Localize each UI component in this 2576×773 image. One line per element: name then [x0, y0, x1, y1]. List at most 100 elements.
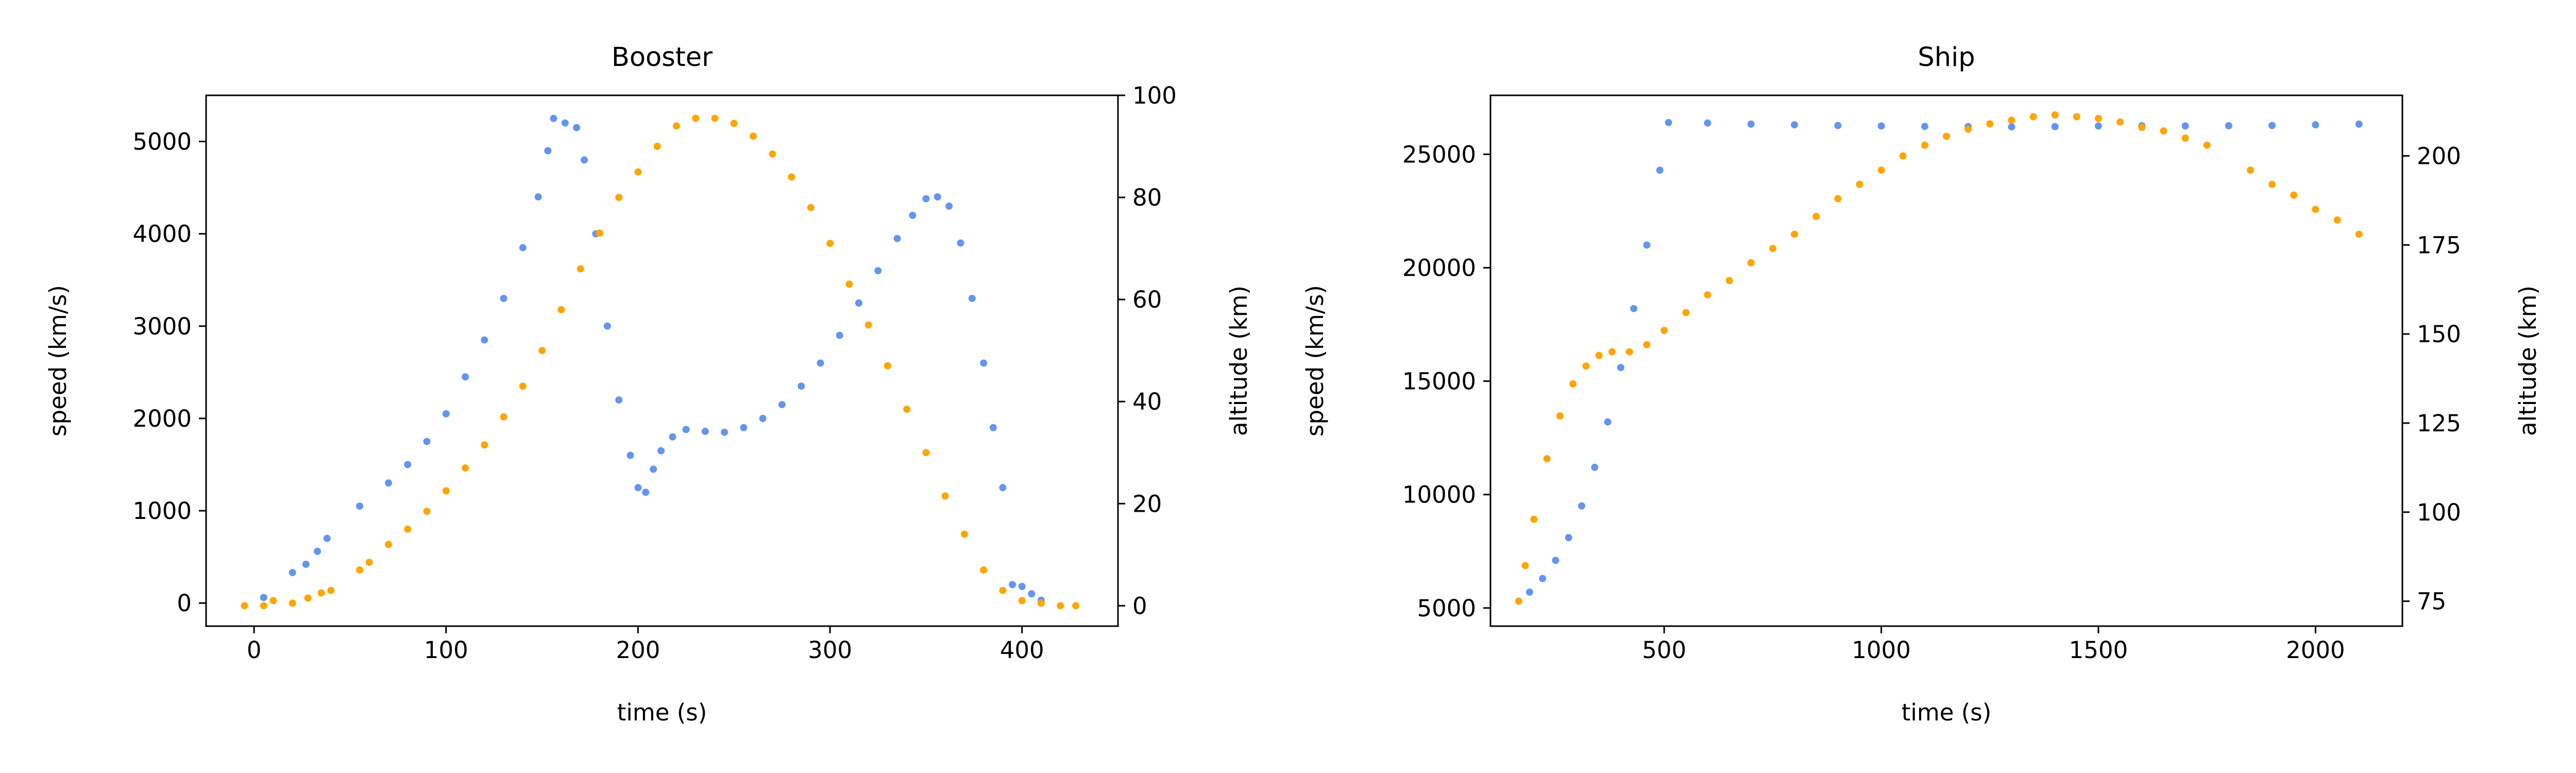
booster-altitude-point: [557, 306, 565, 313]
ship-speed-point: [1656, 166, 1664, 174]
ship-speed-point: [1630, 305, 1638, 312]
booster-altitude-point: [500, 413, 507, 421]
ship-altitude-point: [1725, 277, 1733, 284]
booster-y2tick-label: 20: [1132, 490, 1162, 517]
ship-altitude-point: [1769, 245, 1776, 253]
ship-speed-point: [1617, 364, 1624, 372]
booster-altitude-point: [289, 599, 296, 607]
ship-points: [1515, 111, 2363, 605]
booster-altitude-point: [1057, 602, 1064, 610]
booster-speed-point: [682, 426, 690, 433]
ship-speed-point: [1791, 121, 1798, 129]
booster-speed-point: [423, 438, 431, 445]
booster-altitude-point: [999, 586, 1007, 594]
booster-speed-point: [302, 561, 310, 568]
booster-y2tick-label: 80: [1132, 184, 1162, 211]
ship-altitude-point: [2268, 180, 2276, 188]
ship-altitude-point: [1643, 341, 1651, 348]
ship-altitude-point: [1556, 412, 1564, 420]
ship-altitude-point: [1877, 166, 1885, 174]
booster-altitude-point: [596, 229, 603, 237]
booster-altitude-point: [365, 559, 373, 566]
ship-speed-point: [1643, 241, 1651, 249]
ship-altitude-point: [2355, 230, 2363, 238]
booster-ytick-label: 4000: [132, 221, 192, 248]
ship-altitude-point: [2138, 124, 2146, 131]
booster-altitude-point: [462, 464, 469, 472]
booster-altitude-point: [769, 150, 776, 158]
ship-speed-point: [2355, 120, 2363, 128]
booster-speed-point: [573, 124, 581, 131]
booster-xtick-label: 0: [247, 636, 262, 664]
booster-speed-point: [289, 569, 296, 577]
booster-altitude-point: [481, 441, 488, 449]
booster-speed-point: [603, 322, 611, 330]
booster-speed-point: [855, 299, 862, 307]
booster-speed-point: [1018, 583, 1026, 590]
booster-altitude-point: [692, 114, 700, 122]
booster-speed-point: [968, 295, 976, 303]
booster-xtick-label: 200: [616, 636, 660, 664]
booster-altitude-point: [327, 586, 335, 594]
booster-speed-point: [701, 428, 709, 435]
booster-xtick-label: 400: [1000, 636, 1044, 664]
ship-altitude-point: [2073, 113, 2080, 121]
booster-speed-point: [615, 396, 623, 404]
booster-speed-point: [581, 156, 588, 164]
booster-speed-point: [909, 211, 917, 219]
booster-altitude-point: [672, 122, 680, 130]
ship-altitude-point: [1515, 597, 1522, 605]
ship-altitude-point: [1747, 259, 1755, 266]
ship-speed-point: [1834, 122, 1842, 129]
ship-y2tick-label: 150: [2417, 321, 2461, 348]
ship-altitude-point: [2181, 135, 2189, 142]
ship-time-ticks: 500 1000 1500 2000: [1642, 626, 2345, 664]
booster-speed-point: [778, 401, 786, 409]
booster-speed-point: [874, 267, 882, 275]
ship-speed-point: [1591, 463, 1599, 471]
booster-speed-point: [626, 451, 634, 459]
booster-y2tick-label: 40: [1132, 388, 1162, 415]
booster-speed-point: [650, 465, 657, 473]
booster-altitude-point: [442, 487, 450, 495]
booster-altitude-point: [750, 132, 757, 140]
ship-altitude-point: [1986, 120, 1994, 128]
booster-speed-point: [314, 547, 321, 555]
booster-altitude-point: [538, 347, 546, 355]
booster-altitude-point: [865, 321, 872, 329]
booster-speed-point: [945, 203, 953, 210]
booster-speed-point: [798, 382, 805, 390]
ship-speed-point: [1747, 120, 1755, 128]
booster-ylabel: speed (km/s): [44, 285, 72, 436]
booster-speed-point: [957, 239, 964, 247]
booster-speed-point: [980, 359, 988, 367]
ship-altitude-point: [2160, 127, 2167, 135]
ship-altitude-point: [2290, 191, 2298, 199]
ship-ytick-label: 20000: [1402, 255, 1476, 282]
booster-speed-point: [759, 415, 767, 422]
ship-altitude-point: [2247, 166, 2254, 174]
ship-xtick-label: 1000: [1852, 636, 1911, 664]
booster-points: [241, 114, 1079, 610]
booster-xlabel: time (s): [617, 699, 707, 726]
booster-altitude-point: [404, 525, 412, 533]
booster-altitude-point: [903, 406, 911, 413]
ship-altitude-point: [1812, 213, 1820, 220]
ship-altitude-point: [1964, 125, 1972, 133]
booster-altitude-point: [1072, 602, 1079, 610]
ship-speed-point: [2268, 122, 2276, 129]
booster-speed-point: [836, 331, 843, 339]
ship-altitude-point: [1569, 380, 1577, 388]
booster-ytick-label: 0: [177, 590, 192, 617]
booster-altitude-point: [653, 143, 661, 150]
ship-altitude-point: [2029, 113, 2037, 121]
booster-altitude-point: [845, 280, 853, 288]
ship-altitude-point: [1682, 309, 1690, 316]
booster-speed-point: [721, 428, 728, 436]
ship-altitude-point: [1521, 562, 1529, 569]
booster-speed-point: [669, 433, 676, 441]
booster-speed-point: [561, 119, 569, 127]
ship-xtick-label: 1500: [2069, 636, 2128, 664]
booster-speed-ticks: 0 1000 2000 3000 4000 5000: [132, 128, 206, 617]
